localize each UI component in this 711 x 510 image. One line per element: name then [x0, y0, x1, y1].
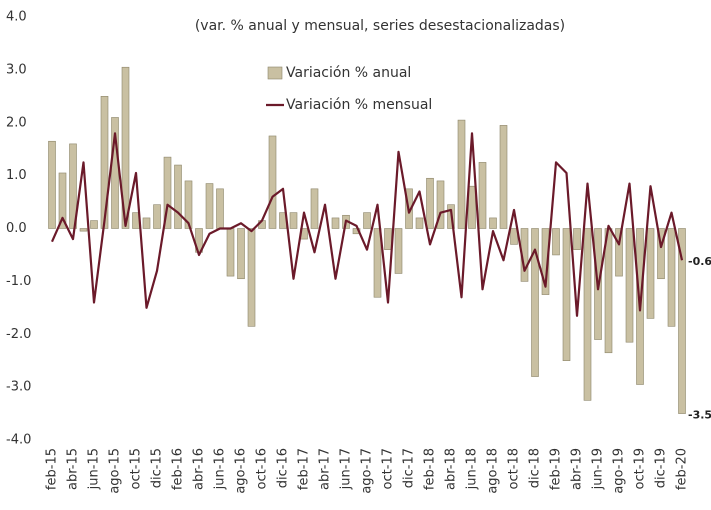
x-tick-label: feb-17 — [297, 448, 312, 490]
x-tick-label: jun-18 — [465, 448, 480, 490]
x-tick-label: abr-15 — [66, 448, 81, 490]
y-tick-label: -4.0 — [6, 433, 31, 448]
x-tick-label: ago-15 — [108, 448, 123, 494]
bar — [478, 162, 487, 229]
bar — [363, 212, 371, 229]
x-tick-label: oct-16 — [255, 448, 270, 489]
x-tick-label: abr-19 — [570, 448, 585, 490]
bar — [90, 220, 98, 229]
x-tick-label: feb-15 — [45, 448, 60, 490]
x-tick-label: oct-17 — [381, 448, 396, 489]
bar — [499, 125, 508, 229]
bar — [121, 66, 130, 229]
x-tick-label: abr-16 — [192, 448, 207, 490]
bar — [153, 204, 161, 229]
bar — [48, 140, 56, 229]
bar — [667, 228, 676, 327]
x-tick-label: ago-19 — [612, 448, 627, 494]
x-tick-label: dic-17 — [402, 448, 417, 488]
bar — [289, 212, 298, 229]
bar — [510, 228, 518, 245]
bar — [646, 228, 655, 319]
bar — [58, 172, 67, 229]
bar — [163, 156, 172, 229]
x-tick-label: ago-16 — [234, 448, 249, 494]
x-tick-label: jun-19 — [591, 448, 606, 490]
x-tick-label: dic-19 — [654, 448, 669, 488]
bar — [174, 164, 182, 229]
y-tick-label: 4.0 — [6, 10, 27, 25]
y-tick-label: 1.0 — [6, 168, 27, 183]
bar — [331, 217, 340, 229]
x-tick-label: ago-17 — [360, 448, 375, 494]
bar — [541, 228, 550, 295]
bar — [205, 183, 214, 229]
y-tick-label: 3.0 — [6, 62, 27, 77]
bar — [226, 228, 235, 277]
y-tick-label: 0.0 — [6, 221, 27, 236]
x-tick-label: jun-17 — [339, 448, 354, 490]
y-tick-label: -3.0 — [6, 380, 31, 395]
x-tick-label: feb-19 — [549, 448, 564, 490]
bar — [625, 228, 634, 343]
y-tick-label: -1.0 — [6, 274, 31, 289]
bar — [384, 228, 392, 250]
bar — [142, 217, 151, 229]
x-tick-label: oct-19 — [633, 448, 648, 489]
x-tick-label: feb-20 — [675, 448, 690, 490]
bar — [184, 180, 193, 229]
y-tick-label: -2.0 — [6, 327, 31, 342]
bar — [415, 217, 424, 229]
chart-title: (var. % anual y mensual, series desestac… — [195, 18, 565, 34]
bar — [657, 228, 665, 280]
line — [50, 132, 684, 317]
x-tick-label: dic-16 — [276, 448, 291, 488]
bar — [426, 177, 434, 229]
bar — [69, 143, 77, 229]
bar — [79, 228, 88, 232]
x-tick-label: jun-15 — [87, 448, 102, 490]
bar — [531, 228, 539, 377]
bar — [573, 228, 581, 250]
bar — [552, 228, 560, 256]
y-tick-label: 2.0 — [6, 115, 27, 130]
bar — [247, 228, 256, 327]
x-tick-label: dic-15 — [150, 448, 165, 488]
x-tick-label: ago-18 — [486, 448, 501, 494]
bar — [583, 228, 592, 401]
bar — [216, 188, 224, 229]
bar — [489, 217, 497, 229]
x-tick-label: jun-16 — [213, 448, 228, 490]
bar — [436, 180, 445, 229]
x-tick-label: oct-15 — [129, 448, 144, 489]
bar — [237, 228, 245, 280]
x-tick-label: abr-18 — [444, 448, 459, 490]
bar — [678, 228, 686, 414]
x-tick-label: oct-18 — [507, 448, 522, 489]
bar — [562, 228, 571, 361]
bar — [310, 188, 319, 229]
bar — [468, 185, 476, 229]
x-tick-label: feb-16 — [171, 448, 186, 490]
x-tick-label: feb-18 — [423, 448, 438, 490]
bar — [457, 119, 466, 229]
legend-label: Variación % anual — [286, 65, 411, 81]
legend-swatch — [267, 66, 283, 80]
bar — [394, 228, 403, 274]
legend-label: Variación % mensual — [286, 97, 432, 113]
x-tick-label: dic-18 — [528, 448, 543, 488]
data-label: -3.5 — [688, 409, 711, 422]
bar — [615, 228, 623, 277]
bar — [373, 228, 382, 298]
data-label: -0.6 — [688, 255, 711, 268]
bar — [268, 135, 277, 229]
x-tick-label: abr-17 — [318, 448, 333, 490]
